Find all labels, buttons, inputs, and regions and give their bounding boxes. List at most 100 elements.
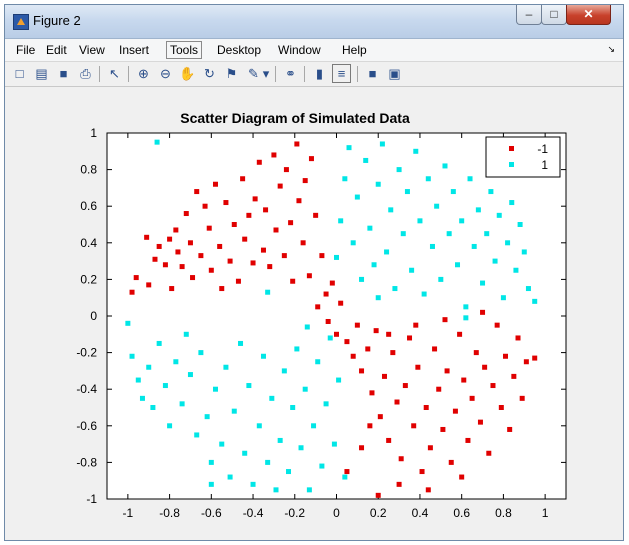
toolbar-separator bbox=[128, 66, 129, 82]
data-point bbox=[304, 324, 310, 330]
data-point bbox=[240, 176, 246, 182]
data-point bbox=[477, 419, 483, 425]
data-point bbox=[290, 405, 296, 410]
menu-help[interactable]: Help bbox=[342, 43, 367, 57]
data-point bbox=[415, 364, 421, 370]
data-point bbox=[480, 309, 486, 315]
menu-desktop[interactable]: Desktop bbox=[217, 43, 262, 57]
data-point bbox=[260, 353, 266, 359]
data-point bbox=[525, 286, 531, 292]
toolbar-separator bbox=[275, 66, 276, 82]
data-point bbox=[198, 253, 204, 259]
legend[interactable]: -11 bbox=[485, 136, 561, 178]
data-point bbox=[377, 414, 383, 420]
data-point bbox=[194, 189, 200, 195]
menu-insert[interactable]: Insert bbox=[119, 43, 150, 57]
save-icon[interactable]: ■ bbox=[59, 66, 68, 81]
data-cursor-icon[interactable]: ⚑ bbox=[225, 66, 238, 81]
data-point bbox=[139, 395, 145, 401]
data-point bbox=[359, 445, 365, 451]
data-point bbox=[532, 298, 538, 304]
menu-bar: File Edit View Insert Tools Desktop Wind… bbox=[5, 39, 623, 62]
data-point bbox=[206, 225, 212, 231]
menu-view[interactable]: View bbox=[79, 43, 105, 57]
data-point bbox=[183, 211, 189, 217]
data-point bbox=[455, 262, 461, 268]
insert-colorbar-icon[interactable]: ▮ bbox=[315, 66, 324, 81]
x-tick-label: 1 bbox=[542, 506, 549, 520]
y-tick-label: -0.4 bbox=[76, 382, 97, 396]
data-point bbox=[379, 141, 385, 147]
y-tick-label: -0.6 bbox=[76, 419, 97, 433]
hide-plot-tools-icon[interactable]: ■ bbox=[368, 66, 377, 81]
rotate-3d-icon[interactable]: ↻ bbox=[204, 66, 215, 81]
menu-tools[interactable]: Tools bbox=[166, 41, 203, 59]
insert-legend-icon[interactable]: ≡ bbox=[332, 64, 351, 83]
data-point bbox=[219, 441, 225, 447]
data-point bbox=[507, 426, 513, 432]
pan-hand-icon[interactable]: ✋ bbox=[179, 66, 196, 81]
data-point bbox=[300, 240, 306, 246]
brush-icon[interactable]: ✎ bbox=[248, 66, 259, 81]
data-point bbox=[363, 157, 369, 163]
data-point bbox=[463, 304, 469, 310]
data-point bbox=[521, 249, 527, 255]
data-point bbox=[290, 278, 296, 284]
zoom-out-icon[interactable]: ⊖ bbox=[160, 66, 171, 81]
data-point bbox=[129, 353, 135, 359]
minimize-button[interactable]: – bbox=[516, 5, 542, 25]
data-point bbox=[350, 353, 356, 359]
data-point bbox=[440, 426, 446, 432]
menu-window[interactable]: Window bbox=[278, 43, 321, 57]
data-point bbox=[338, 218, 344, 224]
data-point bbox=[129, 289, 135, 295]
data-point bbox=[146, 282, 152, 288]
data-point bbox=[492, 258, 498, 264]
data-point bbox=[344, 339, 350, 345]
data-point bbox=[250, 260, 256, 266]
data-point bbox=[146, 364, 152, 370]
data-point bbox=[183, 331, 189, 337]
data-point bbox=[519, 395, 525, 401]
data-point bbox=[434, 203, 440, 209]
brush-dropdown-icon[interactable]: ▾ bbox=[262, 66, 270, 81]
data-point bbox=[319, 463, 325, 469]
data-point bbox=[490, 383, 496, 389]
open-file-icon[interactable]: ▤ bbox=[35, 66, 48, 81]
data-point bbox=[425, 487, 431, 493]
data-point bbox=[311, 423, 317, 429]
data-point bbox=[323, 401, 329, 407]
data-point bbox=[242, 236, 248, 242]
menu-overflow-icon[interactable]: ↘ bbox=[607, 44, 615, 54]
data-point bbox=[342, 474, 348, 480]
toolbar-separator bbox=[304, 66, 305, 82]
data-point bbox=[135, 377, 141, 383]
data-point bbox=[402, 383, 408, 389]
data-point bbox=[302, 386, 308, 392]
data-point bbox=[250, 481, 256, 487]
new-figure-icon[interactable]: □ bbox=[15, 66, 24, 81]
show-plot-tools-icon[interactable]: ▣ bbox=[388, 66, 401, 81]
data-point bbox=[271, 152, 277, 158]
x-tick-label: -1 bbox=[123, 506, 134, 520]
x-tick-label: -0.8 bbox=[159, 506, 180, 520]
menu-file[interactable]: File bbox=[16, 43, 36, 57]
data-point bbox=[198, 350, 204, 356]
y-tick-label: 0 bbox=[90, 309, 97, 323]
data-point bbox=[375, 295, 381, 301]
data-point bbox=[325, 318, 331, 324]
figure-window: Figure 2 – □ ✕ File Edit View Insert Too… bbox=[4, 4, 624, 541]
data-point bbox=[242, 450, 248, 456]
print-icon[interactable]: ⎙ bbox=[80, 66, 91, 81]
zoom-in-icon[interactable]: ⊕ bbox=[138, 66, 149, 81]
data-point bbox=[154, 139, 160, 145]
data-point bbox=[450, 189, 456, 195]
maximize-button[interactable]: □ bbox=[541, 5, 567, 25]
edit-plot-arrow-icon[interactable]: ↖ bbox=[109, 66, 120, 81]
close-button[interactable]: ✕ bbox=[566, 5, 611, 25]
data-point bbox=[350, 240, 356, 246]
link-plot-icon[interactable]: ⚭ bbox=[285, 66, 296, 81]
menu-edit[interactable]: Edit bbox=[46, 43, 67, 57]
axis-ticks: -1 -0.8 -0.6 -0.4 -0.2 0 0.2 0.4 0.6 0.8 1 -1 -0.8 -0… bbox=[76, 126, 566, 520]
title-bar[interactable]: Figure 2 – □ ✕ bbox=[5, 5, 623, 39]
